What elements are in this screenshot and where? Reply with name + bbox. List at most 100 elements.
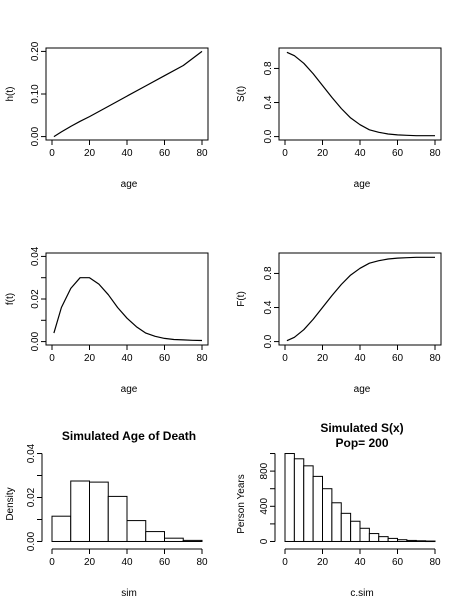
x-tick-label: 60 <box>159 148 171 159</box>
x-tick-label: 80 <box>429 557 441 568</box>
y-tick-label: 400 <box>259 498 270 515</box>
x-tick-label: 80 <box>196 353 208 364</box>
histogram-bar <box>312 475 323 542</box>
chart-title: Simulated S(x) <box>320 421 403 435</box>
panel-survival: age S(t) 0 20 40 60 80 0.0 0.4 0.8 <box>236 47 442 190</box>
x-tick-label: 80 <box>196 557 208 568</box>
y-axis-label: f(t) <box>5 293 16 305</box>
y-axis-label: h(t) <box>5 87 16 102</box>
plot-marks <box>51 480 203 542</box>
y-axis-label: S(t) <box>236 86 247 102</box>
x-tick-label: 40 <box>121 148 133 159</box>
x-tick-label: 60 <box>392 148 404 159</box>
histogram-bar <box>89 481 109 542</box>
plot-marks <box>53 277 203 342</box>
y-axis: 0.00 0.02 0.04 <box>30 246 47 351</box>
x-axis: 0 20 40 60 80 <box>282 139 441 159</box>
series-line <box>286 256 435 342</box>
histogram-bar <box>406 539 417 542</box>
y-tick-label: 0.00 <box>26 531 37 551</box>
plot-marks <box>53 50 203 138</box>
y-tick-label: 0.02 <box>26 487 37 507</box>
y-tick-label: 0.4 <box>263 95 274 109</box>
histogram-bar <box>164 537 184 542</box>
x-tick-label: 20 <box>84 557 96 568</box>
y-axis-label: Person Years <box>236 474 247 534</box>
histogram-bar <box>340 512 352 542</box>
histogram-bar <box>331 502 342 542</box>
histogram-bar <box>70 480 90 542</box>
x-tick-label: 0 <box>282 557 288 568</box>
y-tick-label: 0 <box>259 538 270 544</box>
histogram-bar <box>51 515 72 542</box>
x-axis-label: c.sim <box>350 588 373 599</box>
plot-box <box>278 47 442 141</box>
series-line <box>53 50 203 138</box>
x-tick-label: 60 <box>392 353 404 364</box>
y-tick-label: 0.20 <box>30 41 41 61</box>
x-tick-label: 0 <box>49 353 55 364</box>
x-tick-label: 40 <box>354 557 366 568</box>
x-tick-label: 20 <box>317 557 329 568</box>
histogram-bar <box>368 533 380 542</box>
x-tick-label: 60 <box>392 557 404 568</box>
panel-sim-histogram: Simulated Age of Death sim Density 0 20 40… <box>5 429 208 599</box>
panel-cdf: age F(t) 0 20 40 60 80 0.0 0.4 0.8 <box>236 252 442 395</box>
plot-marks <box>284 453 436 543</box>
x-axis-label: sim <box>121 588 137 599</box>
histogram-bar <box>425 540 436 543</box>
y-axis: 0.00 0.02 0.04 <box>26 443 43 551</box>
x-tick-label: 0 <box>282 353 288 364</box>
x-axis: 0 20 40 60 80 <box>282 344 441 364</box>
x-tick-label: 20 <box>84 148 96 159</box>
y-tick-label: 0.8 <box>263 61 274 75</box>
x-tick-label: 60 <box>159 557 171 568</box>
x-tick-label: 40 <box>121 557 133 568</box>
y-tick-label: 0.00 <box>30 331 41 351</box>
histogram-bar <box>303 465 314 542</box>
y-tick-label: 0.0 <box>263 129 274 143</box>
x-axis: 0 20 40 60 80 <box>282 548 441 568</box>
histogram-bar <box>415 540 427 542</box>
histogram-bar <box>126 520 147 542</box>
y-tick-label: 0.04 <box>30 246 41 266</box>
panel-density: age f(t) 0 20 40 60 80 0.00 0.02 0.04 <box>5 246 209 395</box>
x-axis-label: age <box>354 179 371 190</box>
panel-csim-histogram: Simulated S(x) Pop= 200 c.sim Person Yea… <box>236 421 441 599</box>
x-axis: 0 20 40 60 80 <box>49 344 208 364</box>
histogram-bar <box>397 539 408 542</box>
chart-subtitle: Pop= 200 <box>335 436 388 450</box>
x-tick-label: 60 <box>159 353 171 364</box>
y-axis: 0.0 0.4 0.8 <box>263 266 280 349</box>
chart-title: Simulated Age of Death <box>62 429 196 443</box>
y-tick-label: 0.8 <box>263 266 274 280</box>
histogram-bar <box>322 488 333 542</box>
plot-marks <box>286 256 435 342</box>
x-tick-label: 0 <box>49 148 55 159</box>
x-axis: 0 20 40 60 80 <box>49 548 208 568</box>
x-axis-label: age <box>121 384 138 395</box>
y-axis: 0.0 0.4 0.8 <box>263 61 280 144</box>
histogram-bar <box>182 539 203 542</box>
x-tick-label: 80 <box>429 353 441 364</box>
y-axis: 0.00 0.10 0.20 <box>30 41 47 146</box>
x-tick-label: 80 <box>429 148 441 159</box>
x-axis-label: age <box>354 384 371 395</box>
histogram-bar <box>284 453 295 542</box>
series-line <box>286 51 435 137</box>
y-tick-label: 0.04 <box>26 443 37 463</box>
y-tick-label: 800 <box>259 462 270 479</box>
series-line <box>53 277 203 342</box>
histogram-bar <box>359 527 370 542</box>
histogram-bar <box>350 520 361 542</box>
y-tick-label: 0.10 <box>30 84 41 104</box>
histogram-bar <box>293 458 305 542</box>
plot-box <box>45 252 209 346</box>
x-tick-label: 40 <box>354 353 366 364</box>
histogram-bar <box>387 537 398 542</box>
y-axis-label: F(t) <box>236 291 247 307</box>
x-tick-label: 40 <box>121 353 133 364</box>
histogram-bar <box>378 536 389 542</box>
x-tick-label: 0 <box>49 557 55 568</box>
